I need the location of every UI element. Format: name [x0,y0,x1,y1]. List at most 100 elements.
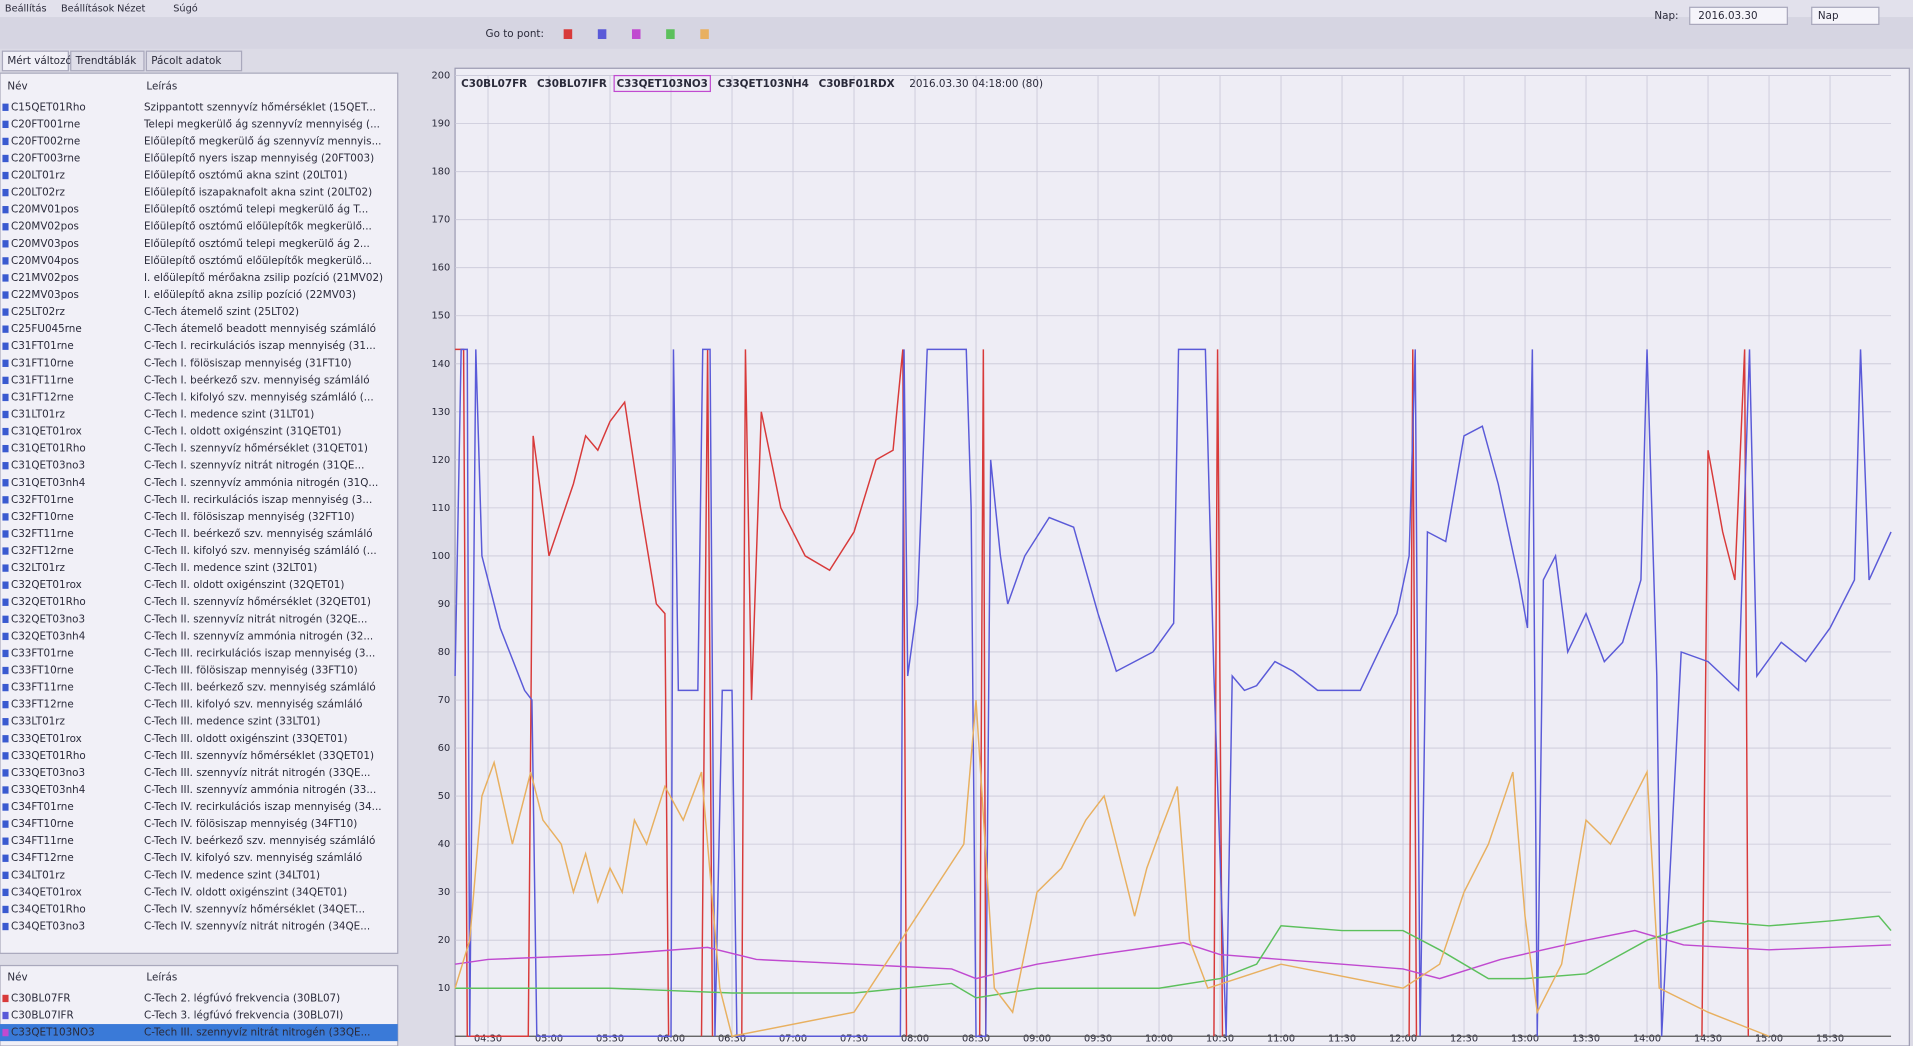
tag-description[interactable]: C-Tech IV. recirkulációs iszap mennyiség… [144,801,382,813]
tag-name[interactable]: C34FT11rne [11,835,74,847]
tag-description[interactable]: C-Tech I. oldott oxigénszint (31QET01) [144,426,341,438]
legend-entry[interactable]: C33QET103NH4 [718,78,809,90]
selected-description[interactable]: C-Tech 3. légfúvó frekvencia (30BL07I) [144,1010,343,1022]
tag-name[interactable]: C31QET01rox [11,426,82,438]
tag-name[interactable]: C32QET01rox [11,579,82,591]
tag-name[interactable]: C34QET01rox [11,886,82,898]
tag-description[interactable]: C-Tech I. medence szint (31LT01) [144,409,314,421]
tag-name[interactable]: C31QET03nh4 [11,477,86,489]
tag-name[interactable]: C20FT001rne [11,118,80,130]
tag-description[interactable]: C-Tech III. beérkező szv. mennyiség szám… [144,682,376,694]
period-box[interactable] [1811,6,1880,25]
tag-description[interactable]: C-Tech III. medence szint (33LT01) [144,716,320,728]
tag-description[interactable]: C-Tech III. kifolyó szv. mennyiség száml… [144,699,363,711]
legend-entry[interactable]: C30BL07FR [461,78,527,90]
tag-description[interactable]: Előülepítő nyers iszap mennyiség (20FT00… [144,152,374,164]
tag-name[interactable]: C31FT10rne [11,357,74,369]
tag-description[interactable]: C-Tech II. fölösiszap mennyiség (32FT10) [144,511,355,523]
tag-description[interactable]: I. előülepítő akna zsilip pozíció (22MV0… [144,289,356,301]
legend-entry[interactable]: C30BF01RDX [819,78,895,90]
tag-name[interactable]: C32QET03no3 [11,613,85,625]
selected-description[interactable]: C-Tech III. szennyvíz nitrát nitrogén (3… [144,1027,371,1039]
tab[interactable] [70,50,145,72]
tag-name[interactable]: C34FT12rne [11,852,74,864]
tag-name[interactable]: C33FT11rne [11,682,74,694]
tag-description[interactable]: C-Tech I. recirkulációs iszap mennyiség … [144,340,376,352]
tag-name[interactable]: C33QET03nh4 [11,784,86,796]
tag-description[interactable]: C-Tech III. szennyvíz nitrát nitrogén (3… [144,767,371,779]
tag-name[interactable]: C20MV01pos [11,204,79,216]
tag-name[interactable]: C34LT01rz [11,869,65,881]
menu-item[interactable]: Beállítások [61,3,115,15]
color-button[interactable] [700,29,709,40]
tag-description[interactable]: C-Tech IV. oldott oxigénszint (34QET01) [144,886,347,898]
tag-description[interactable]: Előülepítő osztómű telepi megkerülő ág T… [144,204,368,216]
color-button[interactable] [563,29,573,40]
tag-description[interactable]: C-Tech IV. szennyvíz hőmérséklet (34QET.… [144,903,365,915]
date-box[interactable] [1689,6,1788,25]
tag-name[interactable]: C20LT02rz [11,187,65,199]
tag-description[interactable]: Szippantott szennyvíz hőmérséklet (15QET… [144,101,376,113]
tag-name[interactable]: C20MV04pos [11,255,79,267]
tag-description[interactable]: C-Tech I. szennyvíz ammónia nitrogén (31… [144,477,378,489]
tag-name[interactable]: C33QET01Rho [11,750,86,762]
tag-name[interactable]: C34FT01rne [11,801,74,813]
tag-description[interactable]: C-Tech II. kifolyó szv. mennyiség számlá… [144,545,377,557]
tag-description[interactable]: C-Tech III. fölösiszap mennyiség (33FT10… [144,665,358,677]
tag-name[interactable]: C22MV03pos [11,289,79,301]
tag-description[interactable]: Előülepítő osztómű előülepítők megkerülő… [144,255,372,267]
tag-description[interactable]: Előülepítő megkerülő ág szennyvíz mennyi… [144,135,382,147]
menu-item[interactable]: Beállítás [5,3,47,15]
tag-name[interactable]: C31LT01rz [11,409,65,421]
color-button[interactable] [666,29,675,40]
tag-name[interactable]: C20MV03pos [11,238,79,250]
tag-description[interactable]: C-Tech II. szennyvíz hőmérséklet (32QET0… [144,596,371,608]
tag-name[interactable]: C20FT002rne [11,135,80,147]
tag-description[interactable]: C-Tech IV. beérkező szv. mennyiség száml… [144,835,375,847]
tag-name[interactable]: C33QET03no3 [11,767,85,779]
tag-name[interactable]: C34QET03no3 [11,921,85,933]
tag-name[interactable]: C34QET01Rho [11,903,86,915]
menu-item[interactable]: Nézet [117,3,145,15]
tag-name[interactable]: C20LT01rz [11,170,65,182]
tag-description[interactable]: C-Tech IV. szennyvíz nitrát nitrogén (34… [144,921,370,933]
tag-description[interactable]: C-Tech I. szennyvíz nitrát nitrogén (31Q… [144,460,364,472]
tag-name[interactable]: C33QET01rox [11,733,82,745]
tag-description[interactable]: C-Tech I. fölösiszap mennyiség (31FT10) [144,357,352,369]
tag-name[interactable]: C21MV02pos [11,272,79,284]
tag-description[interactable]: C-Tech I. szennyvíz hőmérséklet (31QET01… [144,443,368,455]
tag-name[interactable]: C32FT10rne [11,511,74,523]
tag-name[interactable]: C25LT02rz [11,306,65,318]
tag-description[interactable]: Előülepítő osztómű akna szint (20LT01) [144,170,348,182]
tag-name[interactable]: C32QET01Rho [11,596,86,608]
tag-description[interactable]: C-Tech II. szennyvíz nitrát nitrogén (32… [144,613,367,625]
tab[interactable] [1,50,69,72]
selected-description[interactable]: C-Tech 2. légfúvó frekvencia (30BL07) [144,992,340,1004]
tag-description[interactable]: C-Tech I. kifolyó szv. mennyiség számlál… [144,391,374,403]
legend-entry[interactable]: C33QET103NO3 [617,78,708,90]
tag-description[interactable]: C-Tech III. szennyvíz ammónia nitrogén (… [144,784,376,796]
tag-description[interactable]: C-Tech IV. kifolyó szv. mennyiség számlá… [144,852,362,864]
tag-name[interactable]: C32FT11rne [11,528,74,540]
tag-description[interactable]: C-Tech III. oldott oxigénszint (33QET01) [144,733,348,745]
tag-description[interactable]: Előülepítő iszapaknafolt akna szint (20L… [144,187,372,199]
selected-name[interactable]: C30BL07IFR [11,1010,74,1022]
tag-description[interactable]: I. előülepítő mérőakna zsilip pozíció (2… [144,272,383,284]
tag-description[interactable]: C-Tech II. beérkező szv. mennyiség száml… [144,528,373,540]
color-button[interactable] [597,29,607,40]
color-button[interactable] [631,29,641,40]
tag-name[interactable]: C31FT12rne [11,391,74,403]
tag-name[interactable]: C33LT01rz [11,716,65,728]
selected-name[interactable]: C30BL07FR [11,992,71,1004]
tag-name[interactable]: C33FT10rne [11,665,74,677]
menu-item[interactable]: Súgó [173,3,198,15]
tag-name[interactable]: C32FT12rne [11,545,74,557]
tag-name[interactable]: C31QET01Rho [11,443,86,455]
tag-name[interactable]: C20FT003rne [11,152,80,164]
tag-description[interactable]: C-Tech III. recirkulációs iszap mennyisé… [144,647,375,659]
tag-name[interactable]: C32LT01rz [11,562,65,574]
tag-name[interactable]: C32QET03nh4 [11,630,86,642]
tag-name[interactable]: C20MV02pos [11,221,79,233]
tag-description[interactable]: C-Tech II. oldott oxigénszint (32QET01) [144,579,344,591]
tag-name[interactable]: C33FT12rne [11,699,74,711]
